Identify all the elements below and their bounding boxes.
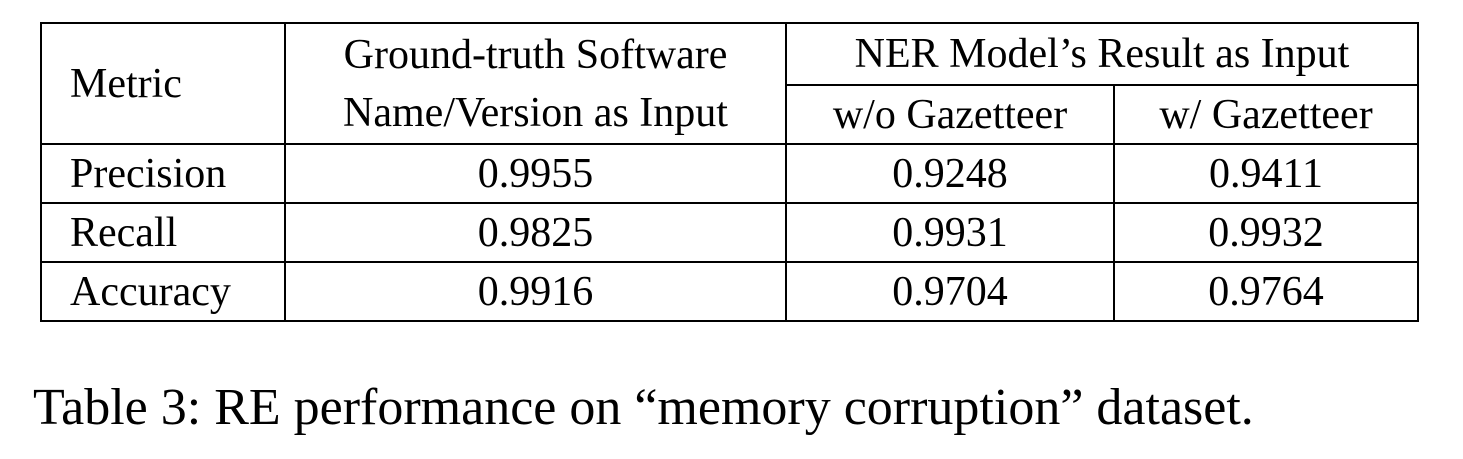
with-gazetteer-cell: 0.9932 <box>1113 202 1419 263</box>
table-row: Precision 0.9955 0.9248 0.9411 <box>40 143 1419 204</box>
table-row: Accuracy 0.9916 0.9704 0.9764 <box>40 261 1419 322</box>
header-ground-truth: Ground-truth Software Name/Version as In… <box>284 22 787 145</box>
table-row: Recall 0.9825 0.9931 0.9932 <box>40 202 1419 263</box>
header-with-gazetteer: w/ Gazetteer <box>1113 84 1419 145</box>
with-gazetteer-cell: 0.9764 <box>1113 261 1419 322</box>
header-ner-group: NER Model’s Result as Input <box>785 22 1419 86</box>
header-ground-truth-line1: Ground-truth Software <box>343 31 728 78</box>
with-gazetteer-cell: 0.9411 <box>1113 143 1419 204</box>
metric-cell: Accuracy <box>40 261 286 322</box>
metric-cell: Precision <box>40 143 286 204</box>
header-row-2: w/o Gazetteer w/ Gazetteer <box>41 84 1419 145</box>
without-gazetteer-cell: 0.9704 <box>785 261 1115 322</box>
ground-truth-cell: 0.9955 <box>284 143 787 204</box>
table-caption: Table 3: RE performance on “memory corru… <box>33 379 1254 436</box>
header-ground-truth-line2: Name/Version as Input <box>343 89 728 136</box>
header-without-gazetteer: w/o Gazetteer <box>785 84 1115 145</box>
ground-truth-cell: 0.9916 <box>284 261 787 322</box>
metric-cell: Recall <box>40 202 286 263</box>
without-gazetteer-cell: 0.9248 <box>785 143 1115 204</box>
header-row-1: Metric Ground-truth Software Name/Versio… <box>40 22 1419 145</box>
results-table: Metric Ground-truth Software Name/Versio… <box>40 22 1419 322</box>
without-gazetteer-cell: 0.9931 <box>785 202 1115 263</box>
header-metric: Metric <box>40 22 286 145</box>
ground-truth-cell: 0.9825 <box>284 202 787 263</box>
